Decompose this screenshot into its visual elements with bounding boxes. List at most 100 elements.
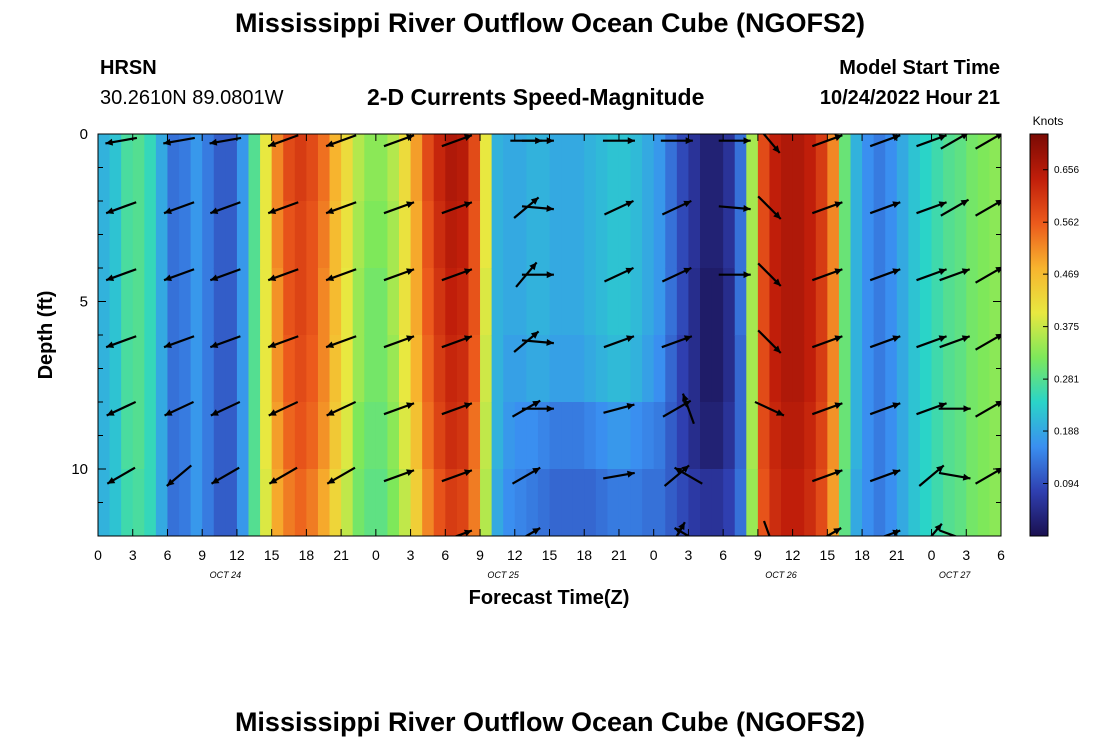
heatmap-cell — [202, 268, 215, 336]
current-vector-arrow — [267, 201, 299, 215]
heatmap-cell — [445, 335, 458, 403]
heatmap-cell — [190, 402, 203, 470]
heatmap-cell — [919, 268, 933, 336]
heatmap-cell — [236, 335, 250, 403]
heatmap-cell — [919, 134, 933, 202]
heatmap-cell — [179, 469, 192, 536]
heatmap-cell — [271, 402, 284, 470]
heatmap-cell — [572, 469, 585, 536]
heatmap-cell — [167, 335, 180, 403]
heatmap-cell — [526, 402, 539, 470]
current-vector-arrow — [916, 335, 947, 349]
current-vector-arrow — [603, 199, 634, 216]
heatmap-cell — [862, 134, 875, 202]
current-vector-arrow — [106, 400, 137, 417]
colorbar-tick-label: 0.281 — [1054, 375, 1079, 386]
heatmap-cell — [283, 201, 296, 269]
heatmap-cell — [931, 134, 944, 202]
heatmap-cell — [595, 402, 608, 470]
colorbar-units: Knots — [1033, 114, 1064, 128]
heatmap-cell — [213, 469, 226, 536]
heatmap-cell — [98, 201, 111, 269]
heatmap-cell — [445, 402, 458, 470]
heatmap-cell — [537, 335, 551, 403]
current-vector-arrow — [163, 136, 195, 146]
heatmap-cell — [561, 536, 573, 557]
heatmap-cell — [850, 402, 863, 470]
heatmap-cell — [919, 201, 933, 269]
colorbar-ticks: 0.094 0.188 0.281 0.375 0.469 0.562 0.656 — [1043, 165, 1079, 490]
heatmap-cell — [618, 201, 632, 269]
heatmap-cell — [977, 402, 991, 470]
colorbar-tick-label: 0.094 — [1054, 479, 1079, 490]
heatmap-cell — [503, 335, 516, 403]
heatmap-cell — [248, 469, 261, 536]
heatmap-cell — [410, 134, 423, 202]
x-tick-label: 3 — [129, 547, 137, 563]
current-vector-arrow — [105, 201, 137, 215]
heatmap-cell — [387, 536, 399, 557]
current-vector-arrow — [811, 469, 843, 483]
heatmap-cell — [711, 268, 724, 336]
heatmap-cell — [179, 402, 192, 470]
heatmap-cell — [329, 201, 342, 269]
heatmap-cell — [514, 335, 527, 403]
current-vector-arrow — [882, 529, 901, 536]
heatmap-cell — [167, 268, 180, 336]
heatmap-cell — [561, 469, 574, 536]
heatmap-cell — [653, 335, 666, 403]
current-vector-arrow — [938, 471, 971, 481]
heatmap-cell — [410, 201, 423, 269]
current-vector-arrow — [916, 268, 947, 282]
heatmap-cell — [618, 402, 632, 470]
heatmap-cell — [248, 335, 261, 403]
current-vector-arrow — [718, 137, 751, 145]
heatmap-cell — [676, 134, 690, 202]
heatmap-cell — [896, 268, 909, 336]
current-vector-arrow — [521, 137, 554, 145]
heatmap-cell — [317, 402, 331, 470]
current-vector-arrow — [811, 268, 843, 282]
heatmap-cell — [456, 268, 470, 336]
current-vector-arrow — [681, 393, 695, 425]
heatmap-cell — [190, 335, 203, 403]
heatmap-cell — [827, 134, 840, 202]
heatmap-cell — [375, 134, 389, 202]
heatmap-cell — [283, 134, 296, 202]
heatmap-cell — [607, 335, 620, 403]
heatmap-cell — [364, 268, 377, 336]
heatmap-cell — [977, 469, 991, 536]
heatmap-cell — [769, 536, 781, 557]
current-vector-arrow — [163, 201, 195, 215]
heatmap-cell — [491, 335, 504, 403]
heatmap-cell — [549, 268, 562, 336]
heatmap-cell — [456, 201, 470, 269]
heatmap-cell — [491, 402, 504, 470]
heatmap-cell — [271, 268, 284, 336]
heatmap-cell — [98, 134, 111, 202]
heatmap-cell — [167, 201, 180, 269]
current-vector-arrow — [939, 268, 971, 282]
heatmap-cell — [723, 402, 736, 470]
current-vector-arrow — [811, 201, 843, 215]
heatmap-cell — [908, 402, 921, 470]
current-vector-arrow — [718, 205, 751, 212]
x-tick-label: 21 — [333, 547, 349, 563]
heatmap-cell — [919, 335, 933, 403]
x-tick-label: 6 — [997, 547, 1005, 563]
heatmap-cell — [931, 469, 944, 536]
current-vector-arrow — [326, 466, 356, 485]
heatmap-cell — [317, 201, 331, 269]
current-vector-arrow — [869, 268, 901, 282]
heatmap-cell — [804, 134, 817, 202]
heatmap-cell — [236, 134, 250, 202]
heatmap-cell — [375, 402, 389, 470]
heatmap-cell — [526, 536, 538, 557]
x-tick-label: 9 — [476, 547, 484, 563]
heatmap-cell — [249, 536, 261, 557]
x-tick-label: 18 — [299, 547, 315, 563]
heatmap-cell — [896, 469, 909, 536]
current-vector-arrow — [209, 201, 241, 215]
heatmap-cell — [757, 335, 771, 403]
heatmap-cell — [236, 268, 250, 336]
